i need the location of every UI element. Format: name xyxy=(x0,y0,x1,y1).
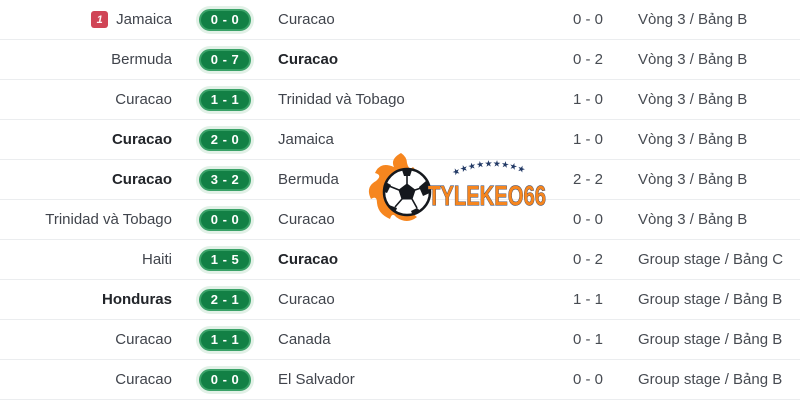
round-label: Vòng 3 / Bảng B xyxy=(638,91,748,108)
away-team-cell: Curacao xyxy=(278,211,538,228)
away-team-cell: Curacao xyxy=(278,51,538,68)
away-team: Curacao xyxy=(278,11,335,28)
score-cell: 2 - 1 xyxy=(172,288,278,311)
score-badge: 0 - 0 xyxy=(199,208,251,231)
halftime-score: 2 - 2 xyxy=(572,171,603,188)
home-team-cell: Curacao xyxy=(0,91,172,108)
round-label: Group stage / Bảng B xyxy=(638,371,783,388)
home-team-cell: 1 Jamaica xyxy=(0,11,172,28)
halftime-score: 0 - 0 xyxy=(572,11,603,28)
away-team: Canada xyxy=(278,331,331,348)
score-badge: 3 - 2 xyxy=(199,168,251,191)
match-row[interactable]: Trinidad và Tobago 0 - 0 Curacao 0 - 0 V… xyxy=(0,200,800,240)
halftime-score: 1 - 0 xyxy=(572,131,603,148)
round-label: Vòng 3 / Bảng B xyxy=(638,211,748,228)
match-row[interactable]: Bermuda 0 - 7 Curacao 0 - 2 Vòng 3 / Bản… xyxy=(0,40,800,80)
away-team-cell: Bermuda xyxy=(278,171,538,188)
home-team: Trinidad và Tobago xyxy=(45,211,172,228)
away-team-cell: Trinidad và Tobago xyxy=(278,91,538,108)
score-cell: 0 - 7 xyxy=(172,48,278,71)
away-team: Curacao xyxy=(278,211,335,228)
home-team: Curacao xyxy=(111,171,172,188)
away-team: Bermuda xyxy=(278,171,339,188)
halftime-score: 0 - 0 xyxy=(572,371,603,388)
home-team-cell: Trinidad và Tobago xyxy=(0,211,172,228)
score-badge: 0 - 0 xyxy=(199,8,251,31)
match-row[interactable]: Honduras 2 - 1 Curacao 1 - 1 Group stage… xyxy=(0,280,800,320)
match-row[interactable]: Curacao 1 - 1 Canada 0 - 1 Group stage /… xyxy=(0,320,800,360)
score-cell: 0 - 0 xyxy=(172,208,278,231)
home-team-cell: Curacao xyxy=(0,131,172,148)
halftime-score: 0 - 2 xyxy=(572,251,603,268)
score-badge: 1 - 5 xyxy=(199,248,251,271)
halftime-score: 0 - 2 xyxy=(572,51,603,68)
match-row[interactable]: 1 Jamaica 0 - 0 Curacao 0 - 0 Vòng 3 / B… xyxy=(0,0,800,40)
away-team-cell: Canada xyxy=(278,331,538,348)
score-cell: 0 - 0 xyxy=(172,368,278,391)
home-team-cell: Haiti xyxy=(0,251,172,268)
round-label: Group stage / Bảng C xyxy=(638,251,784,268)
match-row[interactable]: Haiti 1 - 5 Curacao 0 - 2 Group stage / … xyxy=(0,240,800,280)
away-team-cell: El Salvador xyxy=(278,371,538,388)
home-team: Curacao xyxy=(115,331,172,348)
round-label: Group stage / Bảng B xyxy=(638,291,783,308)
score-badge: 0 - 7 xyxy=(199,48,251,71)
score-badge: 1 - 1 xyxy=(199,328,251,351)
score-cell: 2 - 0 xyxy=(172,128,278,151)
away-team: Trinidad và Tobago xyxy=(278,91,405,108)
home-team: Curacao xyxy=(115,91,172,108)
match-row[interactable]: Curacao 3 - 2 Bermuda 2 - 2 Vòng 3 / Bản… xyxy=(0,160,800,200)
score-badge: 0 - 0 xyxy=(199,368,251,391)
halftime-score: 0 - 0 xyxy=(572,211,603,228)
home-team-cell: Honduras xyxy=(0,291,172,308)
home-team: Jamaica xyxy=(116,11,172,28)
home-team: Bermuda xyxy=(111,51,172,68)
away-team-cell: Curacao xyxy=(278,251,538,268)
round-label: Vòng 3 / Bảng B xyxy=(638,11,748,28)
away-team: Curacao xyxy=(278,51,339,68)
match-row[interactable]: Curacao 0 - 0 El Salvador 0 - 0 Group st… xyxy=(0,360,800,400)
away-team: El Salvador xyxy=(278,371,355,388)
home-team-cell: Curacao xyxy=(0,171,172,188)
rank-badge: 1 xyxy=(91,11,109,28)
away-team-cell: Curacao xyxy=(278,11,538,28)
away-team-cell: Curacao xyxy=(278,291,538,308)
score-badge: 1 - 1 xyxy=(199,88,251,111)
score-badge: 2 - 1 xyxy=(199,288,251,311)
round-label: Vòng 3 / Bảng B xyxy=(638,131,748,148)
round-label: Vòng 3 / Bảng B xyxy=(638,51,748,68)
home-team-cell: Bermuda xyxy=(0,51,172,68)
halftime-score: 1 - 1 xyxy=(572,291,603,308)
score-cell: 1 - 1 xyxy=(172,328,278,351)
score-badge: 2 - 0 xyxy=(199,128,251,151)
home-team: Curacao xyxy=(111,131,172,148)
match-row[interactable]: Curacao 2 - 0 Jamaica 1 - 0 Vòng 3 / Bản… xyxy=(0,120,800,160)
home-team-cell: Curacao xyxy=(0,371,172,388)
score-cell: 1 - 5 xyxy=(172,248,278,271)
away-team-cell: Jamaica xyxy=(278,131,538,148)
away-team: Curacao xyxy=(278,291,335,308)
home-team: Honduras xyxy=(101,291,172,308)
halftime-score: 1 - 0 xyxy=(572,91,603,108)
home-team-cell: Curacao xyxy=(0,331,172,348)
home-team: Curacao xyxy=(115,371,172,388)
round-label: Vòng 3 / Bảng B xyxy=(638,171,748,188)
score-cell: 3 - 2 xyxy=(172,168,278,191)
away-team: Curacao xyxy=(278,251,339,268)
home-team: Haiti xyxy=(141,251,172,268)
score-cell: 0 - 0 xyxy=(172,8,278,31)
away-team: Jamaica xyxy=(278,131,334,148)
match-row[interactable]: Curacao 1 - 1 Trinidad và Tobago 1 - 0 V… xyxy=(0,80,800,120)
round-label: Group stage / Bảng B xyxy=(638,331,783,348)
score-cell: 1 - 1 xyxy=(172,88,278,111)
halftime-score: 0 - 1 xyxy=(572,331,603,348)
